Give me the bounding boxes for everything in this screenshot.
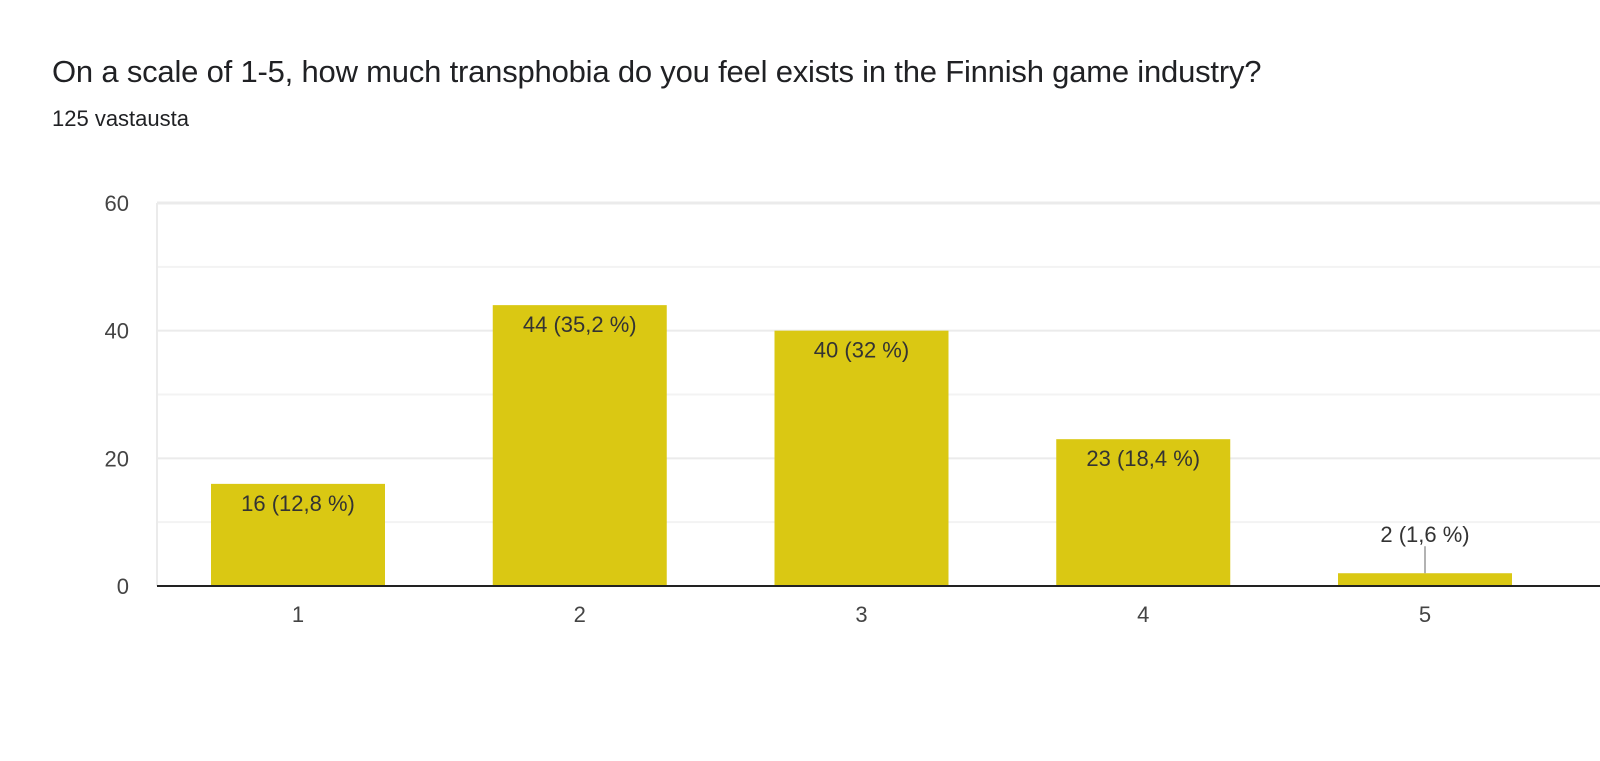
y-tick-label: 40 [105, 319, 129, 344]
data-label: 23 (18,4 %) [1086, 446, 1200, 471]
bar [492, 305, 667, 586]
data-label: 40 (32 %) [814, 338, 909, 363]
y-tick-label: 20 [105, 446, 129, 471]
bar [211, 483, 385, 586]
bar [1338, 573, 1512, 586]
data-label: 16 (12,8 %) [241, 491, 355, 516]
data-label: 44 (35,2 %) [523, 312, 637, 337]
y-tick-label: 60 [105, 191, 129, 216]
bar [774, 330, 949, 586]
data-label: 2 (1,6 %) [1380, 522, 1469, 547]
x-tick-label: 4 [1137, 602, 1149, 627]
response-count: 125 vastausta [52, 106, 189, 131]
x-tick-label: 2 [574, 602, 586, 627]
x-tick-label: 1 [292, 602, 304, 627]
chart-title: On a scale of 1-5, how much transphobia … [52, 54, 1262, 89]
x-tick-label: 3 [855, 602, 867, 627]
x-tick-label: 5 [1419, 602, 1431, 627]
y-tick-label: 0 [117, 574, 129, 599]
bar [1056, 439, 1231, 586]
